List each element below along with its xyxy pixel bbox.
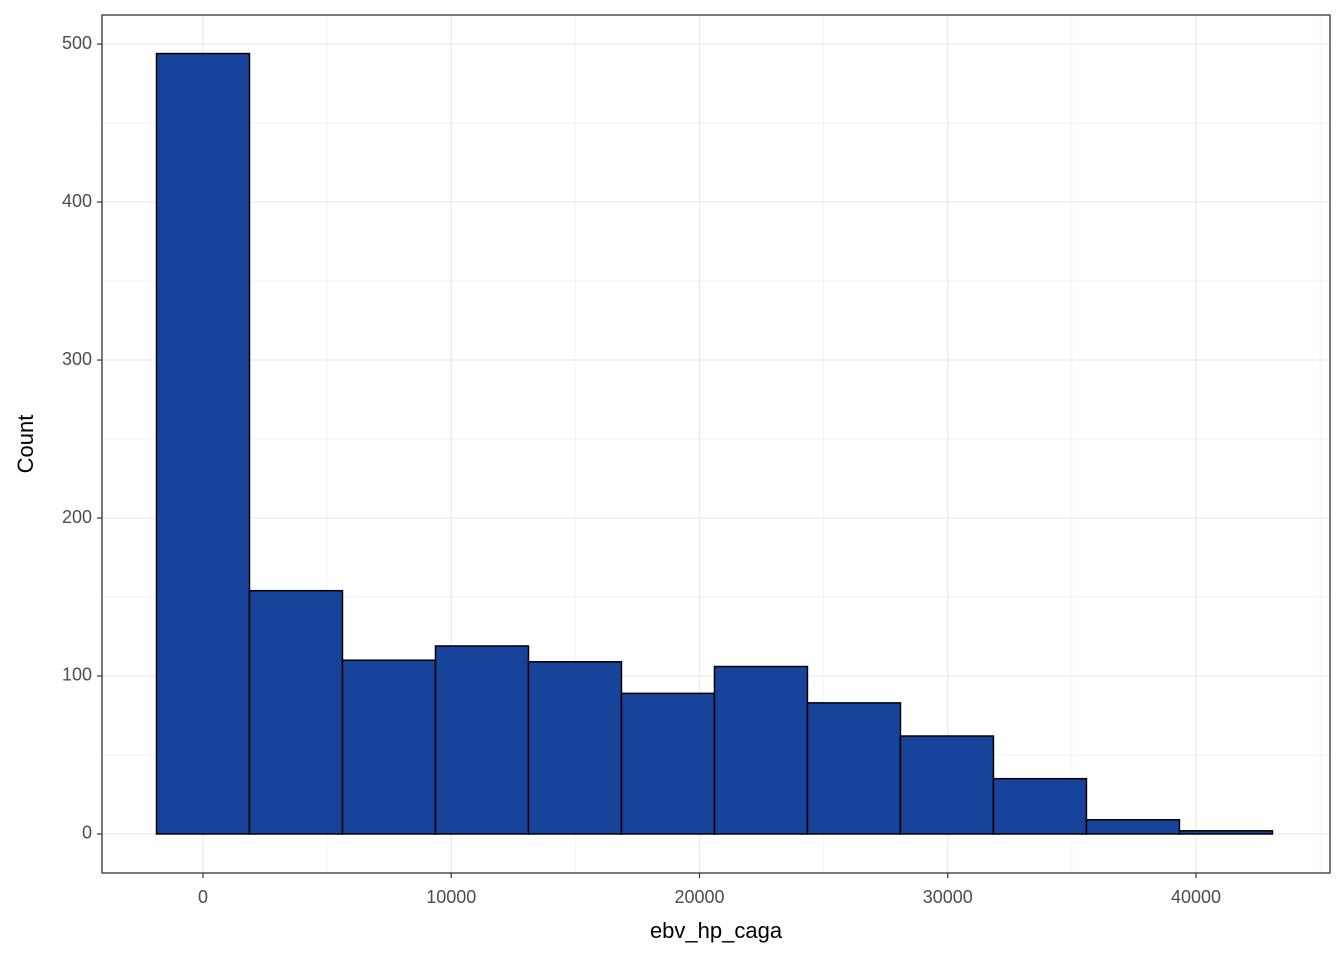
bar [806,702,902,835]
y-tick-label: 200 [62,507,92,527]
bar [434,645,530,835]
bar [1085,819,1181,835]
x-tick-label: 10000 [426,887,476,907]
y-tick-label: 100 [62,665,92,685]
y-tick-label: 400 [62,191,92,211]
bar [248,589,344,835]
x-tick-label: 30000 [923,887,973,907]
y-tick-label: 300 [62,349,92,369]
panel-border [101,14,1331,874]
y-tick-label: 0 [82,823,92,843]
bar [527,661,623,835]
x-tick-label: 40000 [1171,887,1221,907]
x-tick-label: 0 [198,887,208,907]
y-axis-title: Count [13,415,38,474]
bar [992,777,1088,835]
x-axis-title: ebv_hp_caga [650,918,783,943]
bar [713,665,809,835]
bar [899,735,995,835]
bar [1178,830,1274,835]
x-tick-label: 20000 [674,887,724,907]
y-tick-label: 500 [62,33,92,53]
bar [341,659,437,835]
bar [155,52,251,835]
bar [620,692,716,835]
